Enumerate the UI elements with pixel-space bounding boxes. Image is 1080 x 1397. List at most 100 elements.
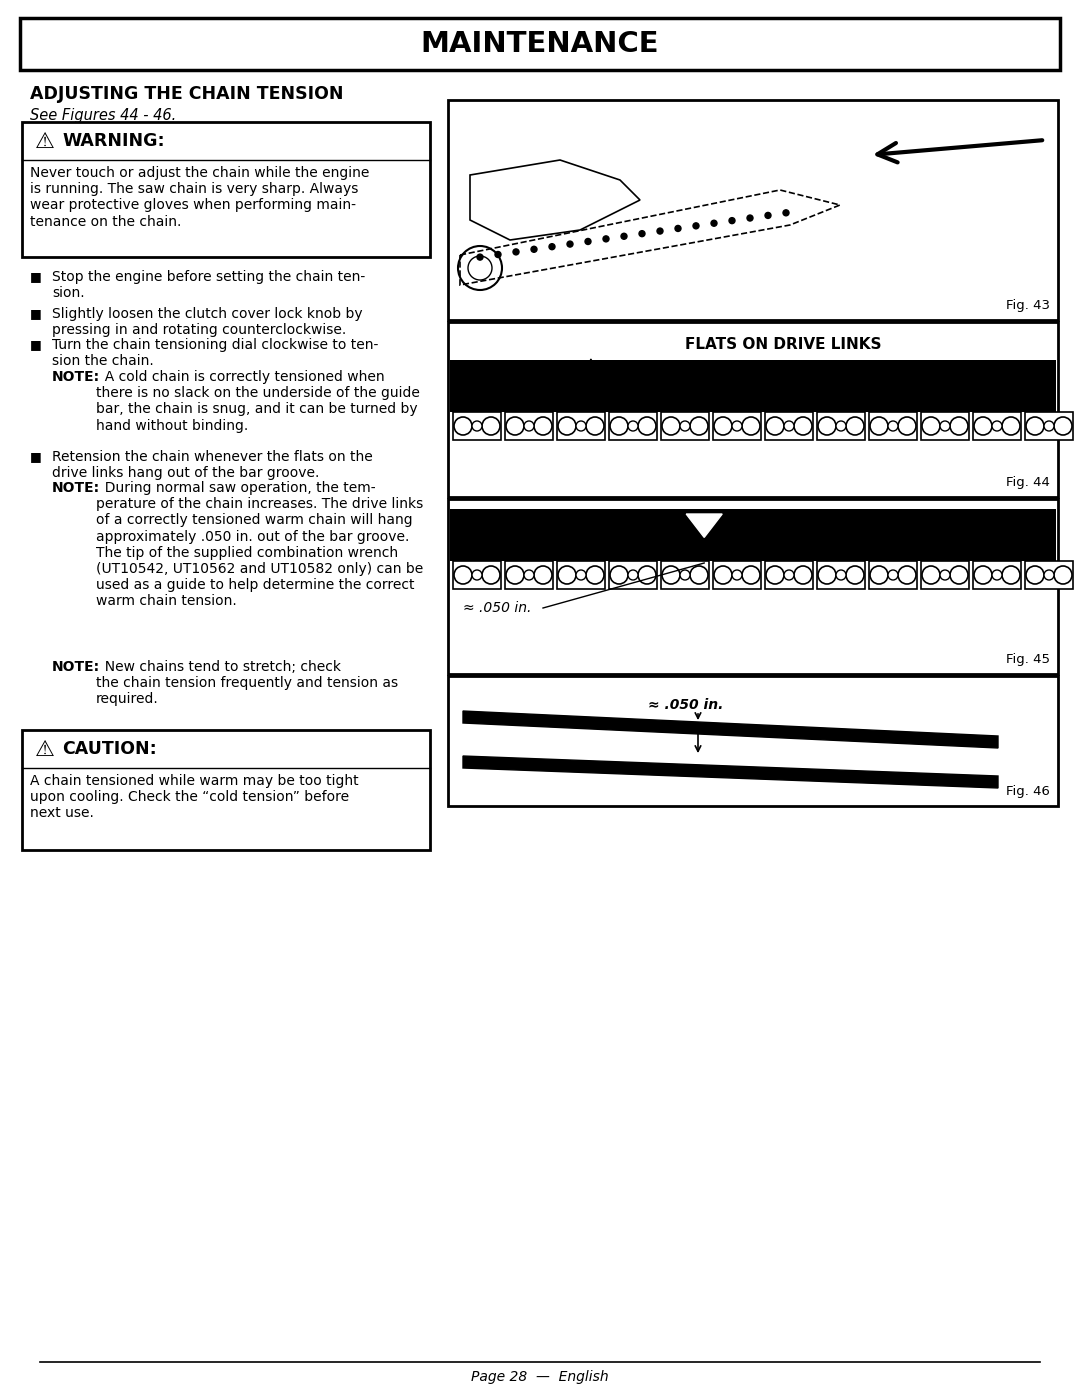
Circle shape bbox=[729, 218, 735, 224]
Circle shape bbox=[621, 233, 627, 239]
Circle shape bbox=[888, 570, 897, 580]
Text: Fig. 46: Fig. 46 bbox=[1007, 785, 1050, 798]
Circle shape bbox=[747, 215, 753, 221]
Bar bbox=[973, 562, 1021, 590]
Circle shape bbox=[454, 416, 472, 434]
Circle shape bbox=[766, 416, 784, 434]
Text: A cold chain is correctly tensioned when
there is no slack on the underside of t: A cold chain is correctly tensioned when… bbox=[96, 370, 420, 433]
Circle shape bbox=[1054, 566, 1072, 584]
Circle shape bbox=[993, 420, 1002, 432]
Text: ■: ■ bbox=[30, 450, 42, 462]
Circle shape bbox=[974, 566, 993, 584]
Circle shape bbox=[784, 570, 794, 580]
Text: ≈ .050 in.: ≈ .050 in. bbox=[648, 698, 724, 712]
Circle shape bbox=[524, 570, 534, 580]
Text: CAUTION:: CAUTION: bbox=[62, 740, 157, 759]
Circle shape bbox=[534, 416, 552, 434]
Circle shape bbox=[477, 254, 483, 260]
Polygon shape bbox=[463, 711, 998, 747]
Circle shape bbox=[603, 236, 609, 242]
Bar bbox=[816, 562, 865, 590]
Text: NOTE:: NOTE: bbox=[52, 659, 100, 673]
Circle shape bbox=[639, 231, 645, 236]
Circle shape bbox=[993, 570, 1002, 580]
Text: ADJUSTING THE CHAIN TENSION: ADJUSTING THE CHAIN TENSION bbox=[30, 85, 343, 103]
Text: FLATS ON DRIVE LINKS: FLATS ON DRIVE LINKS bbox=[685, 337, 881, 352]
Bar bbox=[713, 412, 761, 440]
Circle shape bbox=[783, 210, 789, 215]
Circle shape bbox=[675, 225, 681, 232]
Text: Slightly loosen the clutch cover lock knob by
pressing in and rotating countercl: Slightly loosen the clutch cover lock kn… bbox=[52, 307, 363, 337]
Text: Fig. 45: Fig. 45 bbox=[1005, 652, 1050, 666]
Circle shape bbox=[586, 416, 604, 434]
Bar bbox=[21, 18, 1059, 70]
Circle shape bbox=[1026, 566, 1044, 584]
Circle shape bbox=[732, 420, 742, 432]
Bar bbox=[973, 412, 1021, 440]
Circle shape bbox=[657, 228, 663, 235]
Bar bbox=[453, 562, 501, 590]
Circle shape bbox=[610, 416, 627, 434]
Circle shape bbox=[680, 420, 690, 432]
Circle shape bbox=[534, 566, 552, 584]
Circle shape bbox=[586, 566, 604, 584]
Circle shape bbox=[950, 416, 968, 434]
Circle shape bbox=[662, 416, 680, 434]
Circle shape bbox=[690, 566, 708, 584]
Circle shape bbox=[454, 566, 472, 584]
Text: Turn the chain tensioning dial clockwise to ten-
sion the chain.: Turn the chain tensioning dial clockwise… bbox=[52, 338, 378, 369]
Text: Page 28  —  English: Page 28 — English bbox=[471, 1370, 609, 1384]
Circle shape bbox=[680, 570, 690, 580]
Circle shape bbox=[818, 416, 836, 434]
Circle shape bbox=[472, 420, 482, 432]
Bar bbox=[450, 509, 1056, 562]
Circle shape bbox=[940, 570, 950, 580]
Circle shape bbox=[495, 251, 501, 257]
Circle shape bbox=[558, 566, 576, 584]
Text: ■: ■ bbox=[30, 307, 42, 320]
Circle shape bbox=[472, 570, 482, 580]
Circle shape bbox=[846, 566, 864, 584]
Bar bbox=[816, 412, 865, 440]
Text: ⚠: ⚠ bbox=[35, 131, 55, 152]
Circle shape bbox=[897, 416, 916, 434]
Circle shape bbox=[507, 416, 524, 434]
Text: ■: ■ bbox=[30, 338, 42, 351]
Text: Retension the chain whenever the flats on the
drive links hang out of the bar gr: Retension the chain whenever the flats o… bbox=[52, 450, 373, 481]
Text: See Figures 44 - 46.: See Figures 44 - 46. bbox=[30, 108, 176, 123]
Circle shape bbox=[940, 420, 950, 432]
Circle shape bbox=[610, 566, 627, 584]
Bar bbox=[609, 412, 657, 440]
Bar bbox=[22, 122, 430, 257]
Circle shape bbox=[922, 566, 940, 584]
Circle shape bbox=[836, 570, 846, 580]
Text: ⚠: ⚠ bbox=[35, 740, 55, 760]
Circle shape bbox=[627, 570, 638, 580]
Circle shape bbox=[714, 416, 732, 434]
Text: Fig. 44: Fig. 44 bbox=[1007, 476, 1050, 489]
Bar bbox=[448, 676, 1058, 806]
Circle shape bbox=[482, 566, 500, 584]
Circle shape bbox=[638, 566, 656, 584]
Bar bbox=[1025, 562, 1074, 590]
Circle shape bbox=[507, 566, 524, 584]
Bar bbox=[661, 412, 708, 440]
Circle shape bbox=[549, 243, 555, 250]
Circle shape bbox=[638, 416, 656, 434]
Text: New chains tend to stretch; check
the chain tension frequently and tension as
re: New chains tend to stretch; check the ch… bbox=[96, 659, 399, 707]
Text: MAINTENANCE: MAINTENANCE bbox=[421, 29, 659, 59]
Bar bbox=[765, 562, 813, 590]
Bar bbox=[869, 412, 917, 440]
Text: Fig. 43: Fig. 43 bbox=[1005, 299, 1050, 312]
Circle shape bbox=[1044, 570, 1054, 580]
Circle shape bbox=[513, 249, 519, 254]
Circle shape bbox=[742, 566, 760, 584]
Circle shape bbox=[1054, 416, 1072, 434]
Circle shape bbox=[794, 566, 812, 584]
Bar bbox=[713, 562, 761, 590]
Circle shape bbox=[922, 416, 940, 434]
Bar bbox=[505, 562, 553, 590]
Text: WARNING:: WARNING: bbox=[62, 131, 164, 149]
Circle shape bbox=[732, 570, 742, 580]
Circle shape bbox=[576, 420, 586, 432]
